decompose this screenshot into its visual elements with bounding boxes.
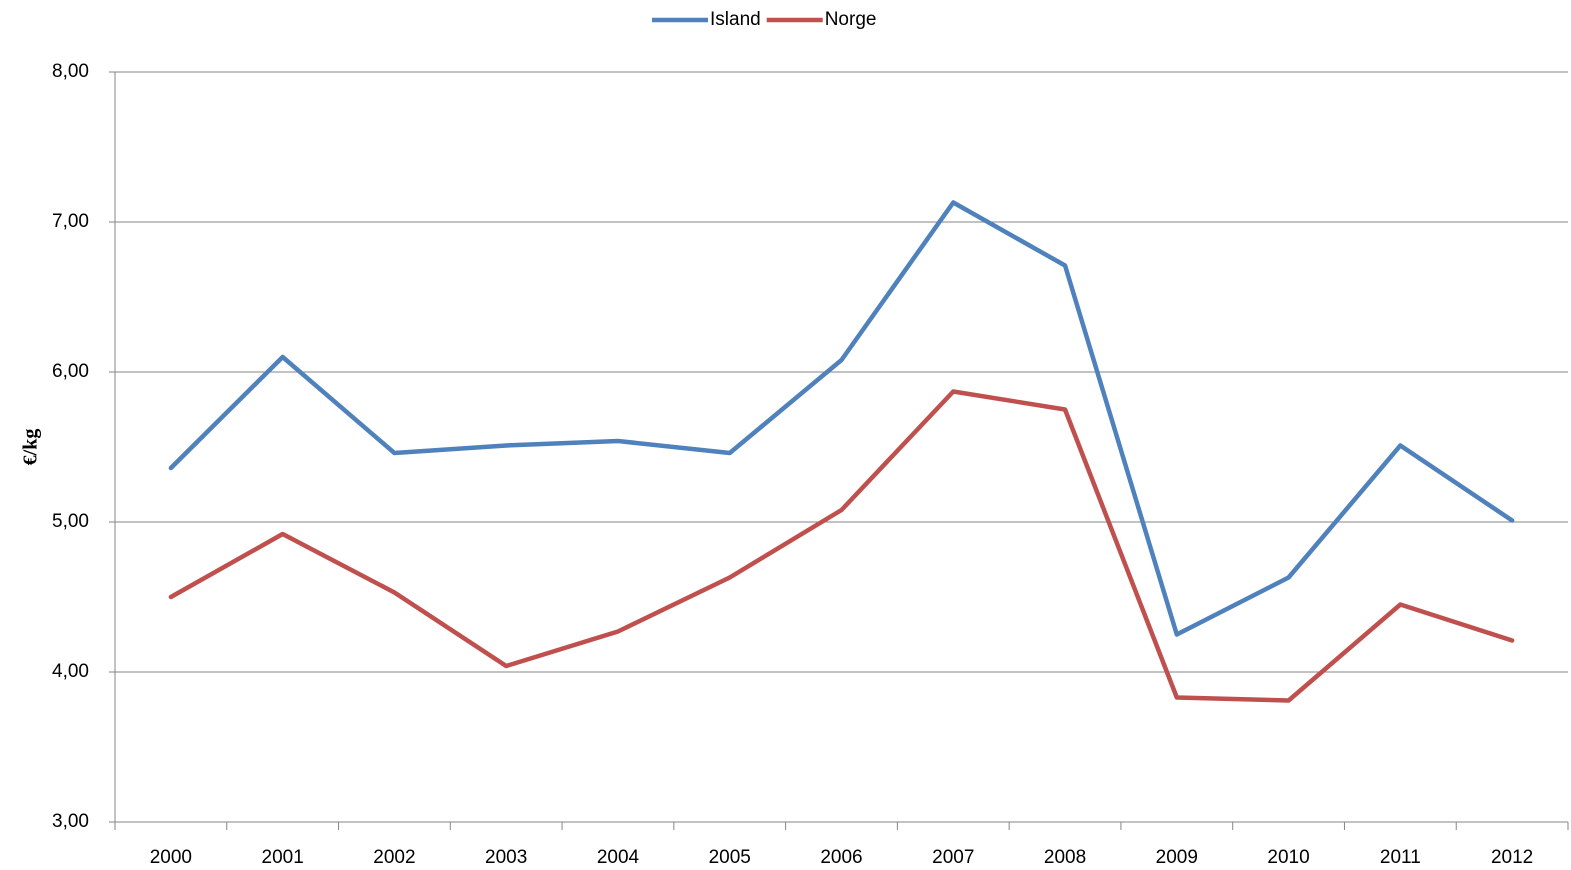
y-tick-label: 5,00 (52, 511, 89, 532)
y-axis-label: €/kg (20, 429, 42, 466)
series-line (168, 389, 1515, 703)
x-tick-label: 2000 (150, 847, 192, 868)
x-tick-label: 2006 (820, 847, 862, 868)
y-tick-label: 4,00 (52, 661, 89, 682)
x-tick-label: 2010 (1267, 847, 1309, 868)
x-tick-label: 2012 (1491, 847, 1533, 868)
x-tick-label: 2001 (262, 847, 304, 868)
x-tick-label: 2009 (1156, 847, 1198, 868)
x-tick-label: 2002 (373, 847, 415, 868)
x-tick-label: 2007 (932, 847, 974, 868)
x-tick-label: 2003 (485, 847, 527, 868)
y-tick-label: 8,00 (52, 61, 89, 82)
x-tick-label: 2004 (597, 847, 640, 868)
x-tick-label: 2011 (1380, 847, 1421, 868)
x-tick-label: 2008 (1044, 847, 1086, 868)
x-tick-label: 2005 (709, 847, 751, 868)
y-tick-label: 6,00 (52, 361, 89, 382)
y-tick-label: 3,00 (52, 811, 89, 832)
y-tick-label: 7,00 (52, 211, 89, 232)
legend-label: Norge (825, 9, 877, 30)
legend-label: Island (710, 9, 761, 30)
series-line (168, 200, 1515, 637)
